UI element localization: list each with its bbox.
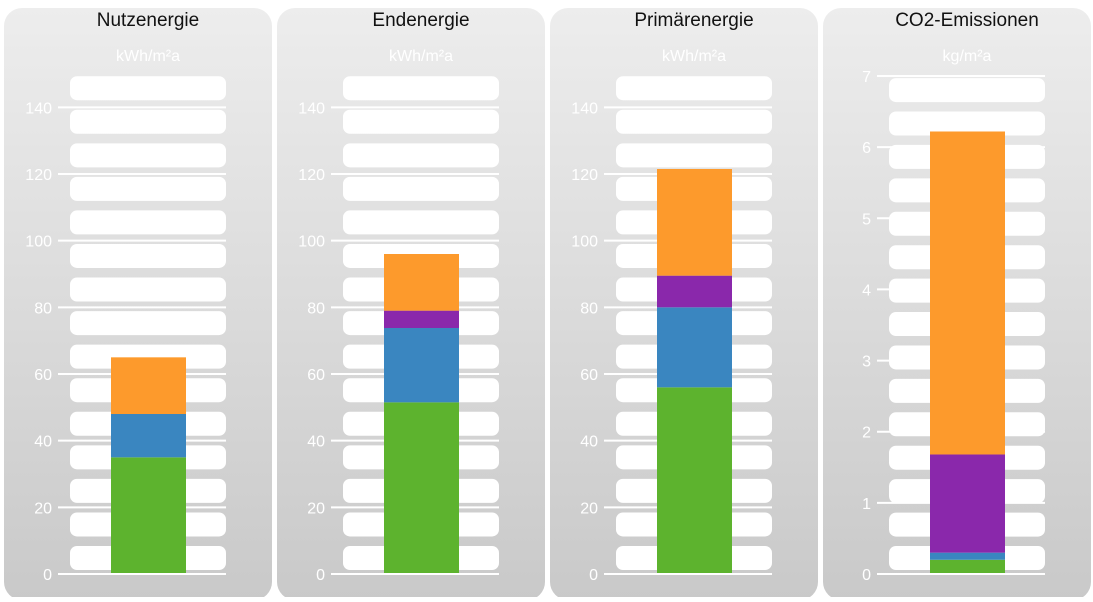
bar-segment-4 [930, 131, 1005, 455]
chart-background-band [889, 111, 1045, 136]
bar-segment-3 [111, 357, 186, 414]
y-tick-label: 100 [25, 234, 52, 251]
chart-background-band [343, 143, 499, 168]
y-tick-label: 0 [862, 567, 871, 584]
bar-segment-1 [930, 559, 1005, 574]
chart-background-band [70, 176, 226, 201]
chart-title: CO2-Emissionen [895, 10, 1039, 31]
y-tick-label: 60 [307, 367, 325, 384]
chart-background-band [70, 243, 226, 268]
y-tick-label: 1 [862, 496, 871, 513]
chart-background-band [343, 176, 499, 201]
chart-background-band [343, 76, 499, 101]
y-tick-label: 5 [862, 211, 871, 228]
y-tick-label: 7 [862, 69, 871, 86]
chart-unit-label: kWh/m²a [389, 48, 453, 65]
chart-background-band [343, 210, 499, 235]
chart-unit-label: kWh/m²a [116, 48, 180, 65]
y-tick-label: 120 [298, 167, 325, 184]
y-tick-label: 120 [571, 167, 598, 184]
y-tick-label: 0 [43, 567, 52, 584]
bar-segment-2 [657, 307, 732, 388]
y-tick-label: 4 [862, 282, 871, 299]
chart-background-band [70, 277, 226, 302]
y-tick-label: 2 [862, 425, 871, 442]
y-tick-label: 40 [580, 434, 598, 451]
y-tick-label: 100 [571, 234, 598, 251]
bar-segment-3 [657, 275, 732, 308]
bar-segment-2 [930, 552, 1005, 560]
bar-segment-4 [657, 169, 732, 276]
y-tick-label: 120 [25, 167, 52, 184]
y-tick-label: 80 [307, 300, 325, 317]
y-tick-label: 40 [34, 434, 52, 451]
chart-background-band [889, 78, 1045, 103]
bar-segment-2 [384, 328, 459, 403]
chart-background-band [70, 76, 226, 101]
chart-background-band [70, 311, 226, 336]
chart-background-band [616, 143, 772, 168]
chart-panel-1: Nutzenergie kWh/m²a 0 20 40 60 80 100 120 140 [4, 8, 272, 600]
y-tick-label: 20 [307, 500, 325, 517]
y-tick-label: 0 [316, 567, 325, 584]
chart-background-band [343, 109, 499, 134]
bar-segment-1 [657, 387, 732, 574]
chart-panel-4: CO2-Emissionen kg/m²a 0 1 2 3 4 5 6 7 [823, 8, 1091, 600]
chart-background-band [70, 109, 226, 134]
y-tick-label: 140 [571, 100, 598, 117]
bar-segment-3 [930, 454, 1005, 553]
y-tick-label: 80 [580, 300, 598, 317]
chart-unit-label: kWh/m²a [662, 48, 726, 65]
bar-segment-1 [111, 457, 186, 574]
y-tick-label: 3 [862, 354, 871, 371]
y-tick-label: 60 [34, 367, 52, 384]
chart-background-band [70, 344, 226, 369]
chart-title: Primärenergie [634, 10, 753, 31]
y-tick-label: 0 [589, 567, 598, 584]
bar-segment-1 [384, 402, 459, 574]
bar-segment-3 [384, 310, 459, 328]
chart-title: Endenergie [372, 10, 469, 31]
chart-background-band [70, 143, 226, 168]
y-tick-label: 140 [298, 100, 325, 117]
y-tick-label: 80 [34, 300, 52, 317]
y-tick-label: 40 [307, 434, 325, 451]
y-tick-label: 60 [580, 367, 598, 384]
chart-panel-2: Endenergie kWh/m²a 0 20 40 60 80 100 120 140 [277, 8, 545, 600]
chart-background-band [616, 76, 772, 101]
chart-background-band [616, 109, 772, 134]
bar-segment-2 [111, 414, 186, 458]
y-tick-label: 6 [862, 140, 871, 157]
y-tick-label: 20 [34, 500, 52, 517]
chart-title: Nutzenergie [97, 10, 199, 31]
chart-unit-label: kg/m²a [943, 48, 992, 65]
chart-background-band [70, 210, 226, 235]
y-tick-label: 140 [25, 100, 52, 117]
y-tick-label: 20 [580, 500, 598, 517]
chart-panel-3: Primärenergie kWh/m²a 0 20 40 60 80 100 120 140 [550, 8, 818, 600]
bar-segment-4 [384, 254, 459, 311]
y-tick-label: 100 [298, 234, 325, 251]
